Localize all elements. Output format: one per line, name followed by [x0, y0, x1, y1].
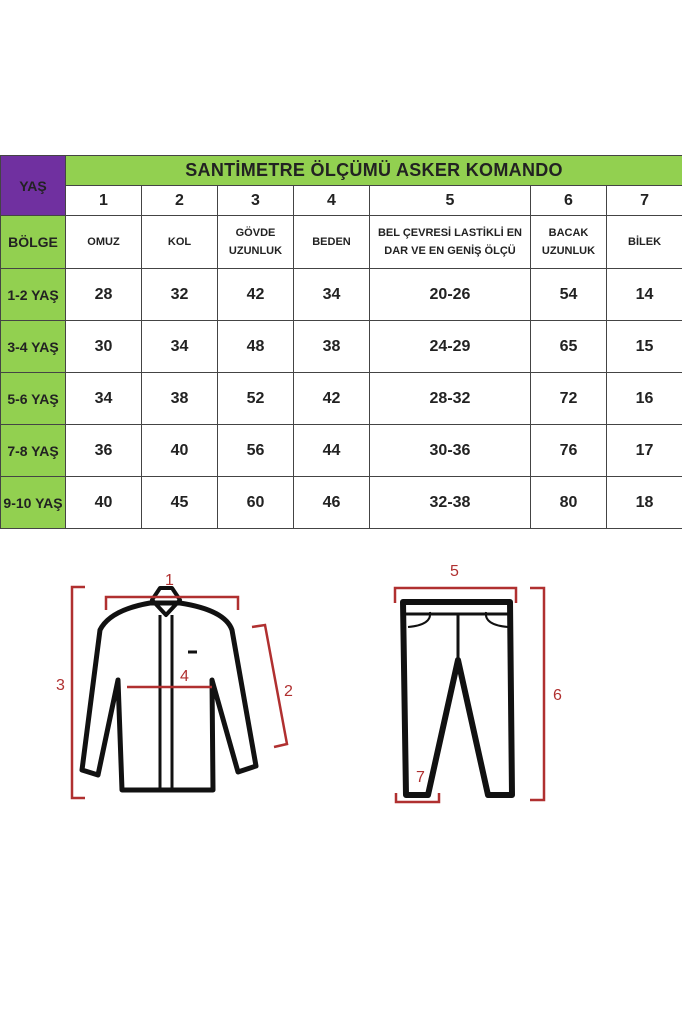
size-value: 65	[530, 320, 607, 373]
label-5: 5	[450, 563, 459, 580]
table-row: 5-6 YAŞ 34 38 52 42 28-32 72 16	[0, 372, 682, 425]
table-row: 9-10 YAŞ 40 45 60 46 32-38 80 18	[0, 476, 682, 529]
chart-title: SANTİMETRE ÖLÇÜMÜ ASKER KOMANDO	[64, 155, 682, 186]
region-label: BEDEN	[293, 215, 370, 269]
size-value: 34	[141, 320, 218, 373]
size-value: 80	[530, 476, 607, 529]
region-label: BACAK UZUNLUK	[530, 215, 607, 269]
size-value: 15	[605, 320, 682, 373]
size-value: 38	[141, 372, 218, 425]
label-4: 4	[180, 668, 189, 685]
region-label: OMUZ	[65, 215, 142, 269]
label-2: 2	[284, 683, 293, 700]
table-row: 7-8 YAŞ 36 40 56 44 30-36 76 17	[0, 424, 682, 477]
size-value: 34	[65, 372, 142, 425]
label-6: 6	[553, 687, 562, 704]
size-value: 42	[217, 268, 294, 321]
region-label: BİLEK	[605, 215, 682, 269]
age-label: 1-2 YAŞ	[0, 268, 66, 321]
measure-number: 2	[141, 185, 218, 216]
size-value: 46	[293, 476, 370, 529]
measure-number: 1	[65, 185, 142, 216]
age-label: 3-4 YAŞ	[0, 320, 66, 373]
size-value: 38	[293, 320, 370, 373]
region-header: BÖLGE	[0, 215, 66, 269]
pants-icon	[400, 599, 515, 798]
size-value: 14	[605, 268, 682, 321]
size-value: 76	[530, 424, 607, 477]
size-value: 16	[605, 372, 682, 425]
size-value: 32-38	[369, 476, 531, 529]
size-value: 24-29	[369, 320, 531, 373]
measure-number: 6	[530, 185, 607, 216]
shirt-icon	[79, 586, 259, 793]
table-row: 1-2 YAŞ 28 32 42 34 20-26 54 14	[0, 268, 682, 321]
measurement-diagram: 1 2 3 4 5 6 7	[56, 563, 562, 804]
measure-brackets	[70, 585, 546, 804]
size-value: 60	[217, 476, 294, 529]
size-value: 20-26	[369, 268, 531, 321]
size-value: 56	[217, 424, 294, 477]
size-value: 36	[65, 424, 142, 477]
measure-number: 7	[605, 185, 682, 216]
size-value: 52	[217, 372, 294, 425]
age-label: 5-6 YAŞ	[0, 372, 66, 425]
age-header: YAŞ	[0, 155, 66, 216]
size-value: 17	[605, 424, 682, 477]
size-value: 44	[293, 424, 370, 477]
size-value: 48	[217, 320, 294, 373]
age-label: 7-8 YAŞ	[0, 424, 66, 477]
age-label: 9-10 YAŞ	[0, 476, 66, 529]
size-value: 34	[293, 268, 370, 321]
label-7: 7	[416, 769, 425, 786]
size-value: 42	[293, 372, 370, 425]
size-value: 28	[65, 268, 142, 321]
region-label: BEL ÇEVRESİ LASTİKLİ EN DAR VE EN GENİŞ …	[369, 215, 531, 269]
region-label: GÖVDE UZUNLUK	[217, 215, 294, 269]
size-value: 30	[65, 320, 142, 373]
size-value: 32	[141, 268, 218, 321]
size-value: 54	[530, 268, 607, 321]
size-value: 18	[605, 476, 682, 529]
measure-number: 5	[369, 185, 531, 216]
size-value: 40	[65, 476, 142, 529]
size-value: 72	[530, 372, 607, 425]
measure-number: 3	[217, 185, 294, 216]
table-row: 3-4 YAŞ 30 34 48 38 24-29 65 15	[0, 320, 682, 373]
region-label: KOL	[141, 215, 218, 269]
measure-number: 4	[293, 185, 370, 216]
size-value: 28-32	[369, 372, 531, 425]
size-value: 30-36	[369, 424, 531, 477]
size-value: 40	[141, 424, 218, 477]
label-3: 3	[56, 677, 65, 694]
size-value: 45	[141, 476, 218, 529]
label-1: 1	[165, 572, 174, 589]
